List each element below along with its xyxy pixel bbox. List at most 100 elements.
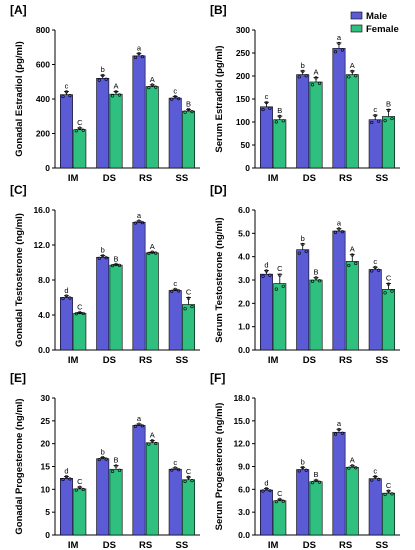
significance-letter: d (64, 467, 68, 476)
replicate-point (140, 55, 145, 59)
replicate-point (314, 76, 318, 80)
replicate-point (370, 269, 374, 273)
replicate-point (140, 221, 145, 225)
replicate-point (81, 311, 85, 316)
replicate-point (261, 274, 265, 278)
replicate-point (317, 480, 322, 484)
panel-c: [C] Gonadal Testosterone (ng/ml) 0.0 4.0 8.0… (10, 183, 200, 366)
significance-letter: A (150, 430, 155, 439)
replicate-point (370, 120, 374, 125)
significance-letter: B (314, 268, 319, 277)
panel-label: [C] (10, 183, 27, 197)
significance-letter: d (264, 261, 268, 270)
bar-female-ds (109, 468, 123, 536)
bar-female-rs (345, 74, 359, 169)
replicate-point (347, 466, 351, 470)
bar-female-ds (109, 93, 123, 169)
bar-male-ds (296, 249, 310, 351)
significance-letter: B (277, 106, 282, 115)
bar-female-ss (182, 304, 195, 351)
replicate-point (101, 73, 105, 78)
replicate-point (173, 94, 177, 99)
y-tick-label: 20 (41, 439, 51, 449)
replicate-point (383, 291, 387, 295)
replicate-point (281, 284, 285, 288)
significance-letter: A (114, 81, 119, 90)
bar-female-ss (182, 110, 195, 169)
y-tick-label: 8.0 (38, 275, 50, 285)
y-tick-label: 100 (236, 117, 250, 127)
x-tick-label: DS (303, 540, 316, 550)
replicate-point (183, 479, 187, 483)
y-tick-label: 3.0 (238, 275, 250, 285)
y-tick-label: 0.0 (38, 345, 50, 355)
replicate-point (386, 108, 391, 112)
x-tick-label: RS (339, 355, 352, 366)
replicate-point (150, 439, 154, 443)
significance-letter: C (277, 264, 283, 273)
panel-d: [D] Serum Testosterone (ng/ml) 0.0 1.0 2.0 3.… (210, 183, 400, 366)
bar-male-im (59, 478, 73, 536)
y-tick-label: 3.0 (238, 507, 250, 517)
replicate-point (354, 466, 358, 470)
replicate-point (317, 279, 322, 283)
x-tick-label: SS (176, 540, 189, 550)
panel-f: [F] Serum Progesterone (ng/ml) 0.0 3.0 6.0 9.… (210, 371, 400, 550)
bar-female-ss (382, 289, 395, 351)
significance-letter: C (386, 481, 392, 490)
bar-female-im (273, 500, 287, 536)
replicate-point (347, 75, 351, 79)
replicate-point (268, 273, 272, 277)
x-tick-label: IM (68, 173, 79, 184)
replicate-point (278, 273, 282, 277)
replicate-point (140, 424, 145, 428)
replicate-point (377, 268, 381, 272)
replicate-point (301, 242, 305, 247)
y-axis-title: Serum Progesterone (ng/ml) (214, 403, 225, 531)
replicate-point (64, 90, 69, 94)
bar-male-im (259, 273, 273, 351)
x-tick-label: RS (339, 540, 352, 550)
replicate-point (147, 442, 151, 446)
y-tick-label: 12.0 (233, 439, 250, 449)
significance-letter: c (173, 279, 177, 288)
replicate-point (81, 128, 85, 132)
y-tick-label: 30 (41, 393, 51, 403)
replicate-point (317, 81, 322, 85)
y-tick-label: 200 (36, 129, 50, 139)
replicate-point (333, 432, 338, 436)
bar-female-im (73, 488, 87, 536)
y-tick-label: 250 (236, 48, 250, 58)
bar-female-rs (145, 86, 159, 169)
replicate-point (370, 478, 374, 482)
significance-letter: C (77, 118, 83, 127)
y-tick-label: 0 (45, 530, 50, 540)
y-axis-title: Serum Testosterone (ng/ml) (214, 217, 225, 342)
replicate-point (104, 256, 108, 260)
bar-male-ds (296, 74, 310, 169)
replicate-point (350, 69, 354, 73)
replicate-point (150, 83, 154, 87)
replicate-point (390, 116, 394, 121)
replicate-point (114, 262, 118, 266)
y-tick-label: 0.0 (238, 530, 250, 540)
replicate-point (186, 475, 191, 479)
bar-female-ds (309, 481, 323, 536)
x-tick-label: IM (68, 355, 79, 366)
bar-male-ds (96, 256, 110, 351)
y-tick-label: 800 (36, 25, 50, 35)
replicate-point (304, 74, 308, 78)
replicate-point (110, 264, 115, 268)
replicate-point (337, 41, 341, 46)
replicate-point (173, 466, 177, 470)
bar-female-rs (145, 442, 159, 536)
replicate-point (183, 307, 187, 311)
significance-letter: B (314, 470, 319, 479)
significance-letter: C (77, 477, 83, 486)
y-tick-label: 5.0 (238, 228, 250, 238)
y-tick-label: 10 (41, 484, 51, 494)
replicate-point (373, 475, 377, 479)
replicate-point (183, 110, 187, 114)
replicate-point (170, 289, 174, 293)
replicate-point (110, 94, 115, 98)
